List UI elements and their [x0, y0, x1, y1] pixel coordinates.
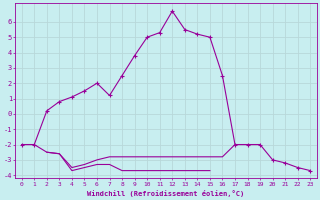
- X-axis label: Windchill (Refroidissement éolien,°C): Windchill (Refroidissement éolien,°C): [87, 190, 244, 197]
